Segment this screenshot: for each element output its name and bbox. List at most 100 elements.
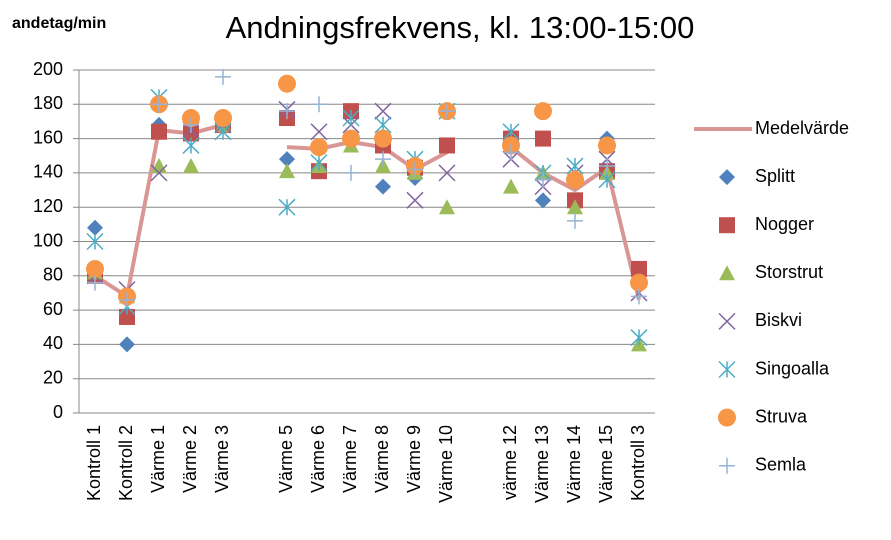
data-point	[567, 212, 583, 229]
data-point	[599, 158, 615, 175]
y-tick-label: 200	[33, 59, 63, 79]
y-tick-label: 40	[43, 333, 63, 353]
x-tick-label: Värme 14	[564, 425, 584, 503]
mean-line	[93, 122, 641, 301]
data-point	[151, 96, 167, 113]
x-tick-label: Värme 3	[212, 425, 232, 493]
data-point	[311, 96, 327, 113]
x-tick-label: Värme 6	[308, 425, 328, 493]
legend-marker	[719, 169, 735, 186]
data-point	[183, 158, 199, 174]
data-point	[566, 170, 584, 189]
legend-label: Semla	[755, 454, 807, 474]
x-tick-label: Värme 8	[372, 425, 392, 493]
legend-label: Biskvi	[755, 310, 802, 330]
data-point	[406, 191, 424, 209]
data-point	[310, 138, 328, 157]
legend-marker	[719, 217, 735, 234]
x-tick-label: Värme 5	[276, 425, 296, 493]
data-point	[439, 137, 455, 154]
data-point	[87, 219, 103, 236]
data-point	[374, 102, 392, 120]
legend-item: Storstrut	[719, 262, 823, 282]
legend-marker	[718, 360, 736, 379]
y-tick-label: 120	[33, 196, 63, 216]
x-tick-label: Kontroll 1	[84, 425, 104, 501]
x-tick-label: Värme 7	[340, 425, 360, 493]
data-point	[439, 199, 455, 215]
data-point	[279, 103, 295, 120]
data-point	[374, 129, 392, 148]
legend-marker	[719, 457, 735, 474]
data-point	[183, 116, 199, 133]
x-tick-label: Värme 15	[596, 425, 616, 503]
x-tick-label: Värme 10	[436, 425, 456, 503]
data-point	[503, 178, 519, 194]
legend-item: Medelvärde	[694, 118, 849, 138]
legend-label: Medelvärde	[755, 118, 849, 138]
y-tick-label: 60	[43, 299, 63, 319]
data-point	[631, 288, 647, 305]
data-point	[535, 130, 551, 147]
data-point	[630, 273, 648, 292]
data-point	[279, 163, 295, 179]
x-tick-label: Kontroll 3	[628, 425, 648, 501]
data-point	[630, 329, 648, 347]
legend-label: Struva	[755, 406, 808, 426]
y-tick-label: 0	[53, 402, 63, 422]
data-point	[534, 102, 552, 121]
data-point	[438, 164, 456, 182]
data-point	[215, 68, 231, 85]
data-point	[119, 291, 135, 308]
x-tick-label: Värme 9	[404, 425, 424, 493]
x-tick-label: värme 12	[500, 425, 520, 500]
legend-label: Nogger	[755, 214, 814, 234]
x-tick-label: Värme 1	[148, 425, 168, 493]
data-point	[278, 74, 296, 93]
data-point	[535, 171, 551, 188]
data-point	[214, 109, 232, 128]
data-point	[567, 199, 583, 215]
y-tick-label: 80	[43, 265, 63, 285]
data-point	[310, 154, 328, 172]
legend-item: Splitt	[719, 166, 795, 186]
data-point	[342, 109, 360, 127]
legend-marker	[718, 408, 736, 427]
legend-item: Struva	[718, 406, 808, 427]
y-axis-label: andetag/min	[12, 15, 106, 32]
chart-title: Andningsfrekvens, kl. 13:00-15:00	[226, 10, 695, 45]
data-point	[598, 136, 616, 155]
legend-item: Semla	[719, 454, 807, 474]
legend-item: Nogger	[719, 214, 814, 234]
legend-marker	[719, 265, 735, 281]
data-point	[631, 260, 647, 277]
legend-label: Singoalla	[755, 358, 830, 378]
data-point	[87, 274, 103, 291]
data-point	[375, 151, 391, 168]
data-point	[86, 259, 104, 278]
data-point	[439, 103, 455, 120]
data-point	[279, 151, 295, 168]
legend-label: Splitt	[755, 166, 795, 186]
data-point	[119, 336, 135, 353]
data-point	[407, 161, 423, 178]
data-point	[310, 123, 328, 141]
data-point	[342, 129, 360, 148]
data-point	[151, 123, 167, 140]
y-tick-label: 100	[33, 230, 63, 250]
legend-marker	[718, 312, 736, 330]
y-tick-label: 140	[33, 162, 63, 182]
x-tick-label: Kontroll 2	[116, 425, 136, 501]
y-tick-label: 180	[33, 93, 63, 113]
data-point	[598, 171, 616, 189]
data-point	[183, 125, 199, 142]
data-point	[278, 198, 296, 216]
x-tick-label: Värme 2	[180, 425, 200, 493]
data-point	[503, 144, 519, 161]
data-point	[375, 178, 391, 195]
legend-label: Storstrut	[755, 262, 823, 282]
data-point	[150, 164, 168, 182]
data-point	[119, 308, 135, 325]
